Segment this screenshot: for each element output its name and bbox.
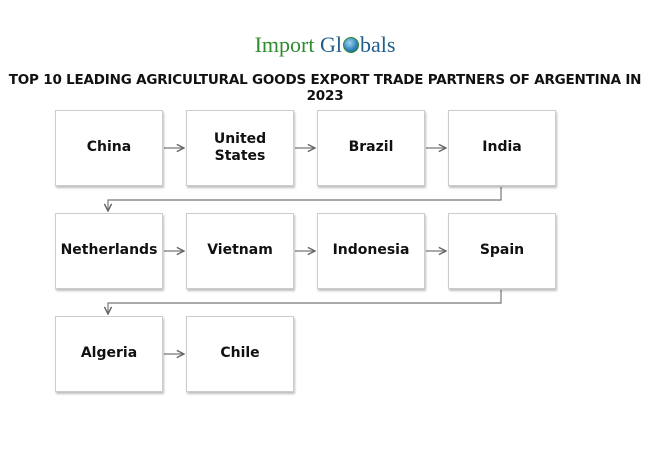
partner-box-5: Netherlands	[55, 213, 163, 289]
partner-box-8: Spain	[448, 213, 556, 289]
partner-box-7: Indonesia	[317, 213, 425, 289]
diagram-title: TOP 10 LEADING AGRICULTURAL GOODS EXPORT…	[8, 72, 642, 104]
partner-box-3: Brazil	[317, 110, 425, 186]
logo: Import Gl bals	[0, 32, 650, 58]
partner-box-2: United States	[186, 110, 294, 186]
logo-text-bals: bals	[359, 32, 396, 57]
partner-box-9: Algeria	[55, 316, 163, 392]
partner-label: India	[482, 139, 522, 156]
partner-box-6: Vietnam	[186, 213, 294, 289]
partner-box-1: China	[55, 110, 163, 186]
logo-text-import: Import	[254, 32, 315, 57]
partner-label: United States	[213, 130, 267, 165]
logo-text-gl: Gl	[319, 32, 342, 57]
partner-label: Vietnam	[207, 242, 273, 259]
partner-label: Netherlands	[60, 242, 158, 259]
partner-label: Spain	[479, 242, 525, 259]
arrow	[108, 187, 502, 211]
partner-label: Algeria	[80, 345, 138, 362]
partner-label: Brazil	[348, 139, 394, 156]
partner-box-4: India	[448, 110, 556, 186]
partner-label: Indonesia	[332, 242, 410, 259]
arrow	[108, 290, 502, 314]
globe-icon	[342, 37, 359, 53]
partner-box-10: Chile	[186, 316, 294, 392]
partner-label: China	[86, 139, 132, 156]
partner-label: Chile	[220, 345, 260, 362]
